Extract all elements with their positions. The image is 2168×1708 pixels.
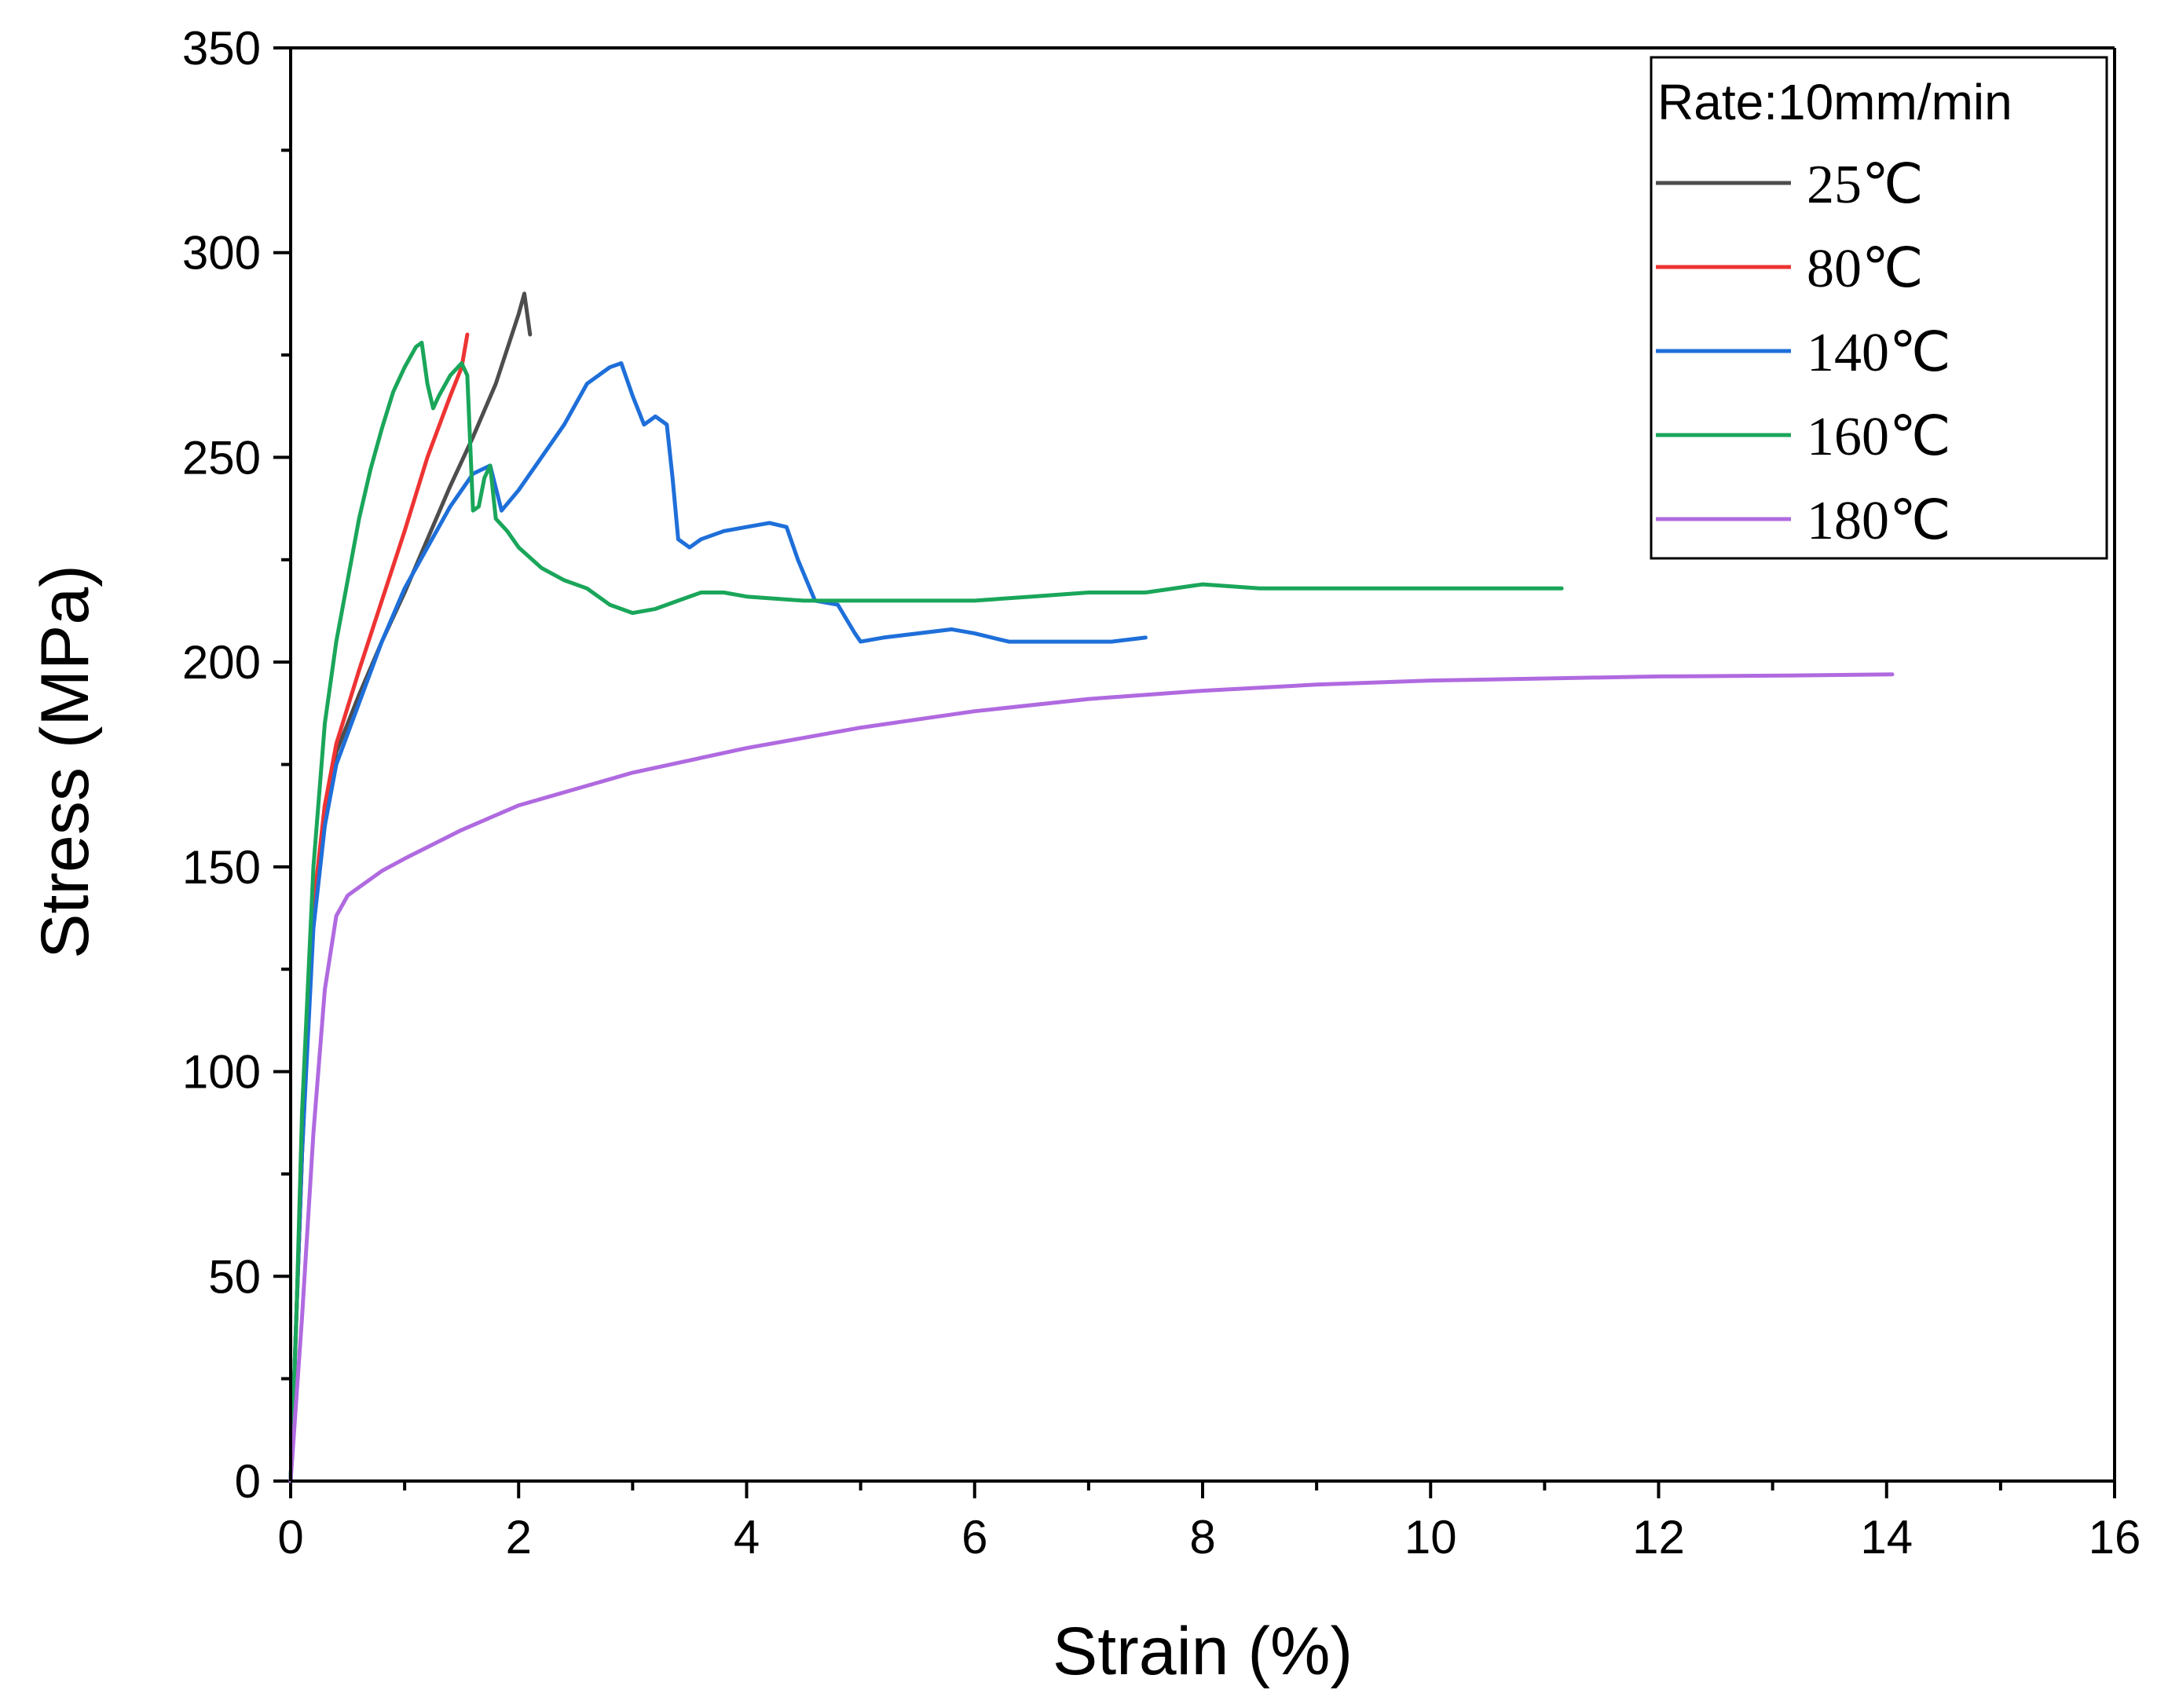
- legend: Rate:10mm/min 25℃ 80℃ 140℃ 160℃ 180℃: [1650, 56, 2108, 560]
- y-tick-label: 100: [182, 1046, 261, 1099]
- y-tick-label: 150: [182, 841, 261, 894]
- legend-label: 140℃: [1807, 323, 1951, 383]
- series-line-2: [288, 361, 1148, 1483]
- legend-label: 25℃: [1807, 155, 1924, 215]
- x-tick-label: 12: [1632, 1511, 1685, 1564]
- y-tick-label: 300: [182, 227, 261, 280]
- legend-label: 160℃: [1807, 407, 1951, 467]
- x-tick-label: 4: [734, 1511, 760, 1564]
- x-tick-label: 16: [2089, 1511, 2141, 1564]
- x-tick-label: 10: [1404, 1511, 1457, 1564]
- series-lines: [288, 291, 1895, 1483]
- y-tick-label: 250: [182, 431, 261, 484]
- y-axis-ticks: 0 50 100 150 200 250 300 350: [182, 22, 291, 1508]
- legend-box: [1650, 56, 2108, 560]
- y-tick-label: 0: [235, 1455, 261, 1508]
- series-line-3: [288, 340, 1564, 1483]
- series-line-4: [288, 672, 1895, 1483]
- x-axis-ticks: 0 2 4 6 8 10 12 14 16: [277, 1481, 2141, 1564]
- legend-label: 80℃: [1807, 239, 1924, 299]
- legend-label: 180℃: [1807, 491, 1951, 551]
- x-tick-label: 14: [1860, 1511, 1913, 1564]
- x-tick-label: 6: [961, 1511, 987, 1564]
- y-tick-label: 200: [182, 636, 261, 689]
- x-tick-label: 8: [1189, 1511, 1215, 1564]
- x-axis-title: Strain (%): [1053, 1614, 1353, 1689]
- x-tick-label: 0: [277, 1511, 303, 1564]
- y-axis-title: Stress (MPa): [27, 565, 103, 959]
- legend-title: Rate:10mm/min: [1657, 74, 2012, 130]
- y-tick-label: 50: [208, 1250, 261, 1303]
- y-tick-label: 350: [182, 22, 261, 75]
- series-line-0: [288, 291, 533, 1483]
- x-tick-label: 2: [506, 1511, 532, 1564]
